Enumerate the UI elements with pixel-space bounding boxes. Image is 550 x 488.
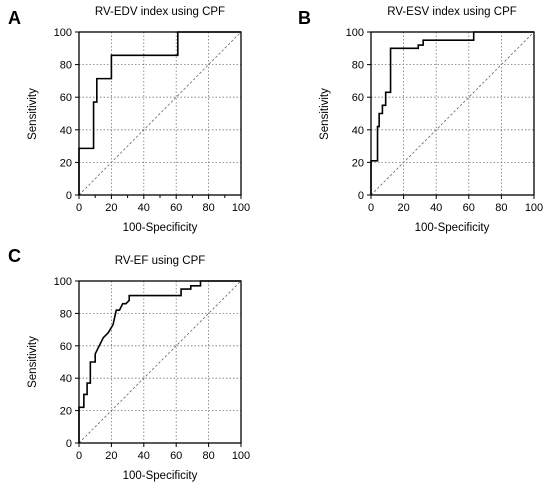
x-tick-label: 0 — [76, 202, 82, 214]
y-tick-label: 100 — [346, 27, 364, 39]
x-axis-label: 100-Specificity — [415, 222, 490, 234]
panel-letter: A — [8, 8, 21, 28]
diagonal-reference-line — [78, 31, 242, 196]
x-tick-label: 60 — [463, 202, 475, 214]
y-tick-label: 80 — [60, 308, 72, 320]
roc-curve — [78, 31, 241, 195]
x-tick-label: 80 — [495, 202, 507, 214]
y-tick-label: 60 — [352, 92, 364, 104]
x-tick-label: 0 — [76, 450, 82, 462]
y-tick-label: 60 — [60, 92, 72, 104]
y-tick-label: 20 — [60, 406, 72, 418]
y-axis-label: Sensitivity — [27, 88, 39, 140]
diagonal-reference-line — [78, 280, 242, 444]
y-tick-label: 60 — [60, 341, 72, 353]
x-axis-label: 100-Specificity — [123, 470, 198, 482]
y-tick-label: 40 — [60, 373, 72, 385]
y-tick-label: 100 — [54, 27, 72, 39]
x-tick-label: 80 — [202, 450, 214, 462]
x-tick-label: 100 — [232, 202, 250, 214]
y-tick-label: 40 — [352, 125, 364, 137]
y-tick-label: 0 — [358, 190, 364, 202]
roc-panel-c: C RV-EF using CPF 0 20 40 60 80 100 0 20 40 60 80 100… — [8, 246, 250, 482]
y-axis-label: Sensitivity — [27, 336, 39, 388]
y-tick-label: 100 — [54, 276, 72, 288]
x-tick-label: 60 — [170, 202, 182, 214]
y-tick-label: 40 — [60, 125, 72, 137]
y-tick-label: 20 — [352, 157, 364, 169]
chart-title: RV-EDV index using CPF — [95, 6, 225, 18]
x-tick-label: 20 — [397, 202, 409, 214]
y-axis-label: Sensitivity — [319, 88, 331, 140]
panel-letter: C — [8, 246, 21, 266]
roc-curve — [370, 31, 534, 195]
chart-title: RV-ESV index using CPF — [387, 6, 517, 18]
roc-panel-b: B RV-ESV index using CPF 0 20 40 60 80 100 0 20 40… — [298, 6, 543, 234]
plot-frame — [78, 280, 242, 444]
y-tick-label: 0 — [66, 438, 72, 450]
x-axis-label: 100-Specificity — [123, 222, 198, 234]
x-tick-label: 80 — [202, 202, 214, 214]
y-tick-label: 0 — [66, 190, 72, 202]
roc-panel-a: A RV-EDV index using CPF 0 20 40 60 80 100 0 20 40… — [8, 6, 250, 234]
y-tick-label: 80 — [352, 60, 364, 72]
x-tick-label: 20 — [105, 450, 117, 462]
diagonal-reference-line — [370, 31, 535, 196]
x-tick-label: 20 — [105, 202, 117, 214]
chart-title: RV-EF using CPF — [115, 255, 206, 267]
plot-frame — [370, 31, 535, 196]
x-tick-label: 100 — [232, 450, 250, 462]
x-tick-label: 60 — [170, 450, 182, 462]
x-tick-label: 40 — [138, 202, 150, 214]
roc-curve — [78, 280, 241, 443]
y-tick-label: 20 — [60, 157, 72, 169]
panel-letter: B — [298, 8, 311, 28]
x-tick-label: 0 — [368, 202, 374, 214]
x-tick-label: 100 — [525, 202, 543, 214]
x-tick-label: 40 — [430, 202, 442, 214]
y-tick-label: 80 — [60, 60, 72, 72]
x-tick-label: 40 — [138, 450, 150, 462]
